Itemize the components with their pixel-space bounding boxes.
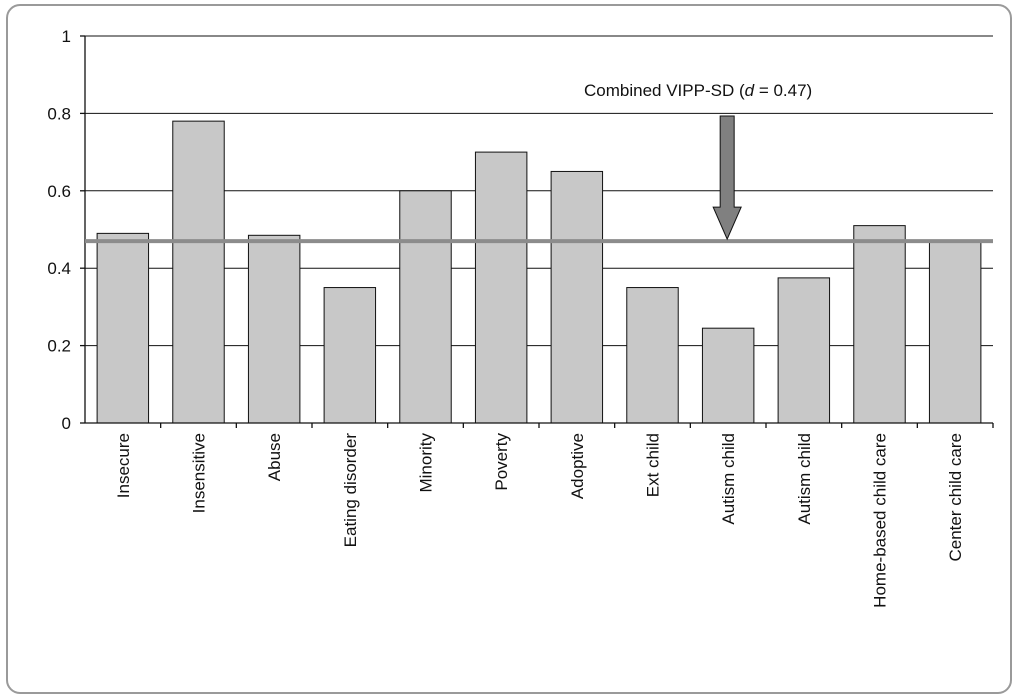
- x-tick-label: Insensitive: [190, 433, 209, 513]
- bar: [701, 327, 755, 424]
- reference-line-group: Combined VIPP-SD (d = 0.47): [85, 81, 993, 244]
- combined-effect-label-suffix: = 0.47): [754, 81, 812, 100]
- bar: [474, 151, 528, 424]
- bar-chart: 0 0.2 0.4 0.6 0.8 1 Insecure Insensitive Abuse E…: [47, 27, 994, 608]
- x-tick-label: Autism child: [795, 433, 814, 525]
- bar: [247, 234, 301, 424]
- bar: [550, 170, 604, 424]
- combined-effect-label-variable: d: [745, 81, 755, 100]
- x-tick-label: Autism child: [719, 433, 738, 525]
- x-tick-label: Home-based child care: [871, 433, 890, 608]
- y-tick-label: 0: [62, 414, 71, 433]
- y-tick-label: 0.2: [47, 337, 71, 356]
- bar: [323, 287, 377, 424]
- bar: [777, 277, 831, 424]
- x-tick-label: Adoptive: [568, 433, 587, 499]
- x-tick-label: Abuse: [265, 433, 284, 481]
- bar: [172, 120, 225, 424]
- grid-lines: [85, 35, 993, 347]
- x-tick-label: Poverty: [492, 433, 511, 491]
- bar: [853, 225, 906, 424]
- bar: [928, 240, 982, 424]
- x-tick-labels: Insecure Insensitive Abuse Eating disorder M…: [114, 423, 994, 608]
- x-tick-label: Eating disorder: [341, 433, 360, 548]
- combined-effect-arrow: [712, 115, 742, 241]
- y-tick-label: 0.8: [47, 104, 71, 123]
- combined-effect-label-prefix: Combined VIPP-SD (: [584, 81, 745, 100]
- bar: [96, 232, 150, 424]
- combined-effect-label: Combined VIPP-SD (d = 0.47): [584, 81, 812, 100]
- y-tick-labels: 0 0.2 0.4 0.6 0.8 1: [47, 27, 85, 433]
- bar: [399, 190, 452, 424]
- x-tick-label: Ext child: [644, 433, 663, 497]
- y-tick-label: 1: [62, 27, 71, 46]
- y-tick-label: 0.4: [47, 259, 71, 278]
- y-tick-label: 0.6: [47, 182, 71, 201]
- bar: [626, 287, 679, 424]
- x-tick-label: Center child care: [946, 433, 965, 562]
- bars: [96, 120, 982, 424]
- x-tick-label: Insecure: [114, 433, 133, 498]
- x-tick-label: Minority: [417, 433, 436, 493]
